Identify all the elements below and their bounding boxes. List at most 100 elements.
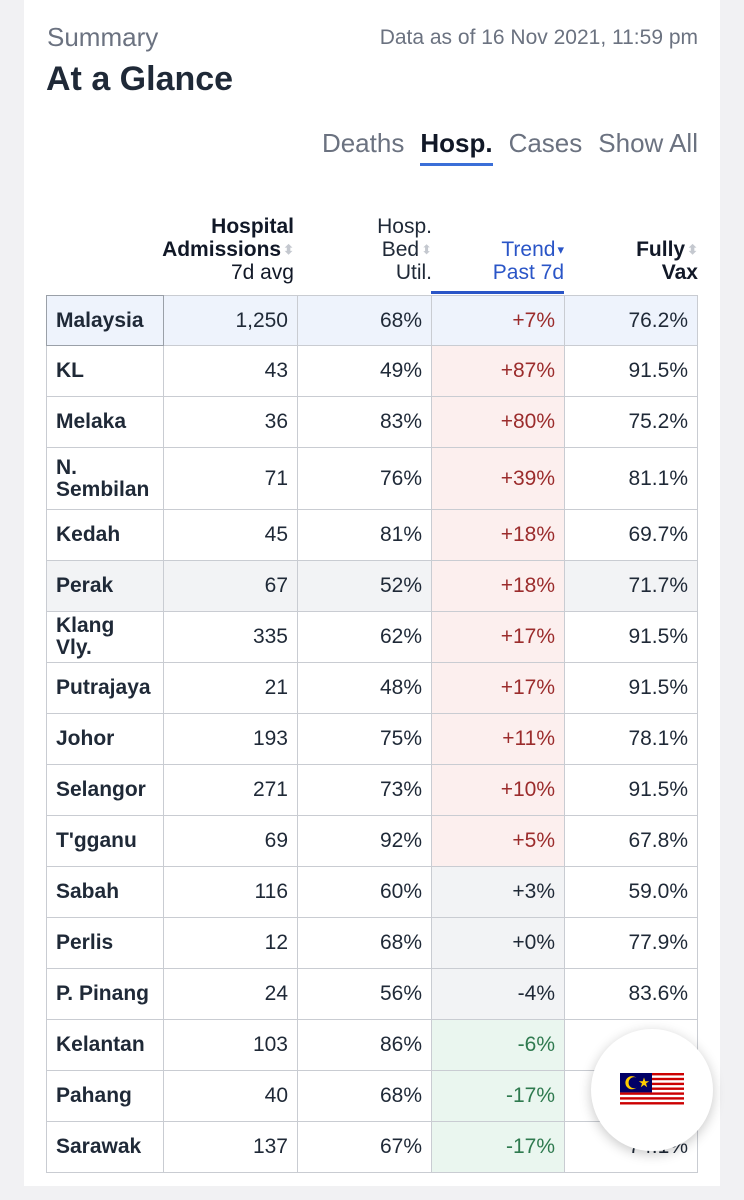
state-name: T'gganu — [46, 815, 164, 867]
sort-icon: ⬍ — [687, 242, 698, 257]
admissions-cell: 21 — [163, 662, 298, 714]
table-row[interactable]: Perlis 12 68% +0% 77.9% — [46, 917, 698, 969]
trend-cell: -17% — [431, 1121, 565, 1173]
table-row-malaysia[interactable]: Malaysia 1,250 68% +7% 76.2% — [46, 295, 698, 346]
trend-cell: +5% — [431, 815, 565, 867]
admissions-cell: 40 — [163, 1070, 298, 1122]
bed-util-cell: 49% — [297, 345, 432, 397]
vax-cell: 67.8% — [564, 815, 698, 867]
trend-cell: +87% — [431, 345, 565, 397]
state-name: Pahang — [46, 1070, 164, 1122]
bed-util-cell: 67% — [297, 1121, 432, 1173]
vax-cell: 91.5% — [564, 764, 698, 816]
admissions-cell: 71 — [163, 447, 298, 510]
bed-util-cell: 68% — [297, 917, 432, 969]
trend-cell: +17% — [431, 662, 565, 714]
trend-cell: -4% — [431, 968, 565, 1020]
table-row[interactable]: Melaka 36 83% +80% 75.2% — [46, 396, 698, 448]
trend-cell: +11% — [431, 713, 565, 765]
table-row[interactable]: Selangor 271 73% +10% 91.5% — [46, 764, 698, 816]
tab-show-all[interactable]: Show All — [598, 128, 698, 158]
trend-cell: +17% — [431, 611, 565, 663]
section-label: Summary — [47, 22, 159, 52]
tab-hosp[interactable]: Hosp. — [420, 128, 493, 166]
vax-cell: 75.2% — [564, 396, 698, 448]
vax-cell: 78.1% — [564, 713, 698, 765]
state-name: Kelantan — [46, 1019, 164, 1071]
vax-cell: 81.1% — [564, 447, 698, 510]
trend-cell: -17% — [431, 1070, 565, 1122]
table-row[interactable]: Perak 67 52% +18% 71.7% — [46, 560, 698, 612]
bed-util-cell: 48% — [297, 662, 432, 714]
table-row[interactable]: P. Pinang 24 56% -4% 83.6% — [46, 968, 698, 1020]
bed-util-cell: 68% — [297, 1070, 432, 1122]
state-name: Kedah — [46, 509, 164, 561]
vax-cell: 77.9% — [564, 917, 698, 969]
country-selector-button[interactable] — [591, 1029, 713, 1151]
vax-cell: 91.5% — [564, 611, 698, 663]
table-row[interactable]: T'gganu 69 92% +5% 67.8% — [46, 815, 698, 867]
bottom-edge — [0, 1186, 744, 1200]
trend-cell: -6% — [431, 1019, 565, 1071]
admissions-cell: 137 — [163, 1121, 298, 1173]
tab-deaths[interactable]: Deaths — [321, 128, 405, 158]
trend-cell: +18% — [431, 560, 565, 612]
bed-util-cell: 92% — [297, 815, 432, 867]
bed-util-cell: 81% — [297, 509, 432, 561]
admissions-cell: 271 — [163, 764, 298, 816]
table-row[interactable]: Kelantan 103 86% -6% — [46, 1019, 698, 1071]
admissions-cell: 12 — [163, 917, 298, 969]
admissions-cell: 69 — [163, 815, 298, 867]
table-row[interactable]: Klang Vly. 335 62% +17% 91.5% — [46, 611, 698, 663]
bed-util-cell: 52% — [297, 560, 432, 612]
vax-cell: 76.2% — [564, 295, 698, 346]
tab-cases[interactable]: Cases — [508, 128, 583, 158]
admissions-cell: 193 — [163, 713, 298, 765]
bed-util-cell: 68% — [297, 295, 432, 346]
table-row[interactable]: Johor 193 75% +11% 78.1% — [46, 713, 698, 765]
trend-cell: +80% — [431, 396, 565, 448]
state-name: Selangor — [46, 764, 164, 816]
page-title: At a Glance — [46, 60, 234, 98]
vax-cell: 59.0% — [564, 866, 698, 918]
table-row[interactable]: Sabah 116 60% +3% 59.0% — [46, 866, 698, 918]
bed-util-cell: 76% — [297, 447, 432, 510]
table-row[interactable]: Putrajaya 21 48% +17% 91.5% — [46, 662, 698, 714]
table-row[interactable]: N. Sembilan 71 76% +39% 81.1% — [46, 447, 698, 510]
active-sort-underline — [431, 291, 564, 294]
admissions-cell: 45 — [163, 509, 298, 561]
admissions-cell: 67 — [163, 560, 298, 612]
column-header-admissions[interactable]: Hospital Admissions ⬍ 7d avg — [162, 215, 294, 284]
state-name: KL — [46, 345, 164, 397]
table-row[interactable]: KL 43 49% +87% 91.5% — [46, 345, 698, 397]
admissions-cell: 24 — [163, 968, 298, 1020]
sort-descending-icon: ▾ — [557, 242, 564, 257]
table-row[interactable]: Kedah 45 81% +18% 69.7% — [46, 509, 698, 561]
column-header-bed-util[interactable]: Hosp. Bed ⬍ Util. — [377, 215, 432, 284]
vax-cell: 69.7% — [564, 509, 698, 561]
trend-cell: +10% — [431, 764, 565, 816]
state-name: Perak — [46, 560, 164, 612]
trend-cell: +18% — [431, 509, 565, 561]
metric-tabs: Deaths Hosp. Cases Show All — [322, 128, 698, 166]
states-table: Malaysia 1,250 68% +7% 76.2% KL 43 49% +… — [46, 295, 698, 1173]
table-row[interactable]: Sarawak 137 67% -17% 74.1% — [46, 1121, 698, 1173]
vax-cell: 83.6% — [564, 968, 698, 1020]
column-header-vax[interactable]: Fully ⬍ Vax — [636, 238, 698, 284]
admissions-cell: 335 — [163, 611, 298, 663]
admissions-cell: 36 — [163, 396, 298, 448]
state-name: P. Pinang — [46, 968, 164, 1020]
bed-util-cell: 75% — [297, 713, 432, 765]
trend-cell: +7% — [431, 295, 565, 346]
state-name: Putrajaya — [46, 662, 164, 714]
bed-util-cell: 73% — [297, 764, 432, 816]
state-name: Klang Vly. — [46, 611, 164, 663]
sort-icon: ⬍ — [421, 242, 432, 257]
state-name: Perlis — [46, 917, 164, 969]
trend-cell: +0% — [431, 917, 565, 969]
trend-cell: +39% — [431, 447, 565, 510]
column-header-trend[interactable]: Trend ▾ Past 7d — [492, 238, 564, 284]
vax-cell: 91.5% — [564, 345, 698, 397]
state-name: Melaka — [46, 396, 164, 448]
bed-util-cell: 62% — [297, 611, 432, 663]
